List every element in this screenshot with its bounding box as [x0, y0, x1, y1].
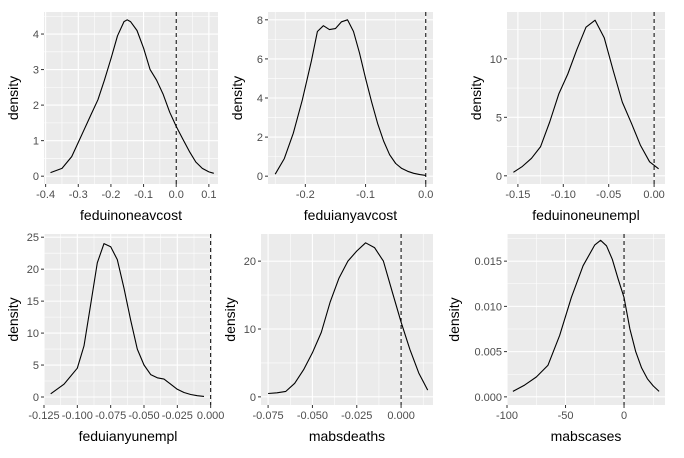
y-tick-label: 10 [490, 54, 502, 66]
y-axis-title: density [5, 297, 21, 341]
y-axis-title: density [229, 76, 245, 120]
x-axis-title: mabscases [551, 428, 622, 444]
x-tick-label: -0.15 [505, 189, 530, 201]
y-axis-title: density [468, 76, 484, 120]
density-curve [513, 19, 659, 173]
y-tick-label: 0 [33, 392, 39, 404]
y-tick-label: 20 [27, 264, 39, 276]
y-tick-label: 10 [27, 328, 39, 340]
y-tick-label: 8 [257, 15, 263, 27]
x-tick-label: -0.1 [356, 189, 375, 201]
density-curve [274, 19, 426, 176]
x-tick-label: -0.050 [297, 410, 328, 422]
chart-panel-6: -100 -50 0 0.000 0.005 0.010 0.015 mabscases den… [446, 234, 665, 444]
x-tick-label: -0.100 [62, 410, 93, 422]
x-axis-title: feduianyunempl [79, 428, 178, 444]
x-tick-label: 0.0 [169, 189, 184, 201]
density-curve [268, 242, 429, 395]
x-tick-label: -0.075 [252, 410, 283, 422]
y-tick-label: 0 [496, 171, 502, 183]
x-axis-title: mabsdeaths [309, 428, 385, 444]
y-tick-label: 5 [33, 360, 39, 372]
x-tick-label: -0.050 [128, 410, 159, 422]
y-tick-label: 0.005 [474, 347, 502, 359]
y-tick-label: 0.000 [474, 392, 502, 404]
y-axis-title: density [222, 297, 238, 341]
y-tick-label: 0 [250, 392, 256, 404]
panel-background [44, 234, 212, 405]
x-tick-label: -0.075 [95, 410, 126, 422]
y-tick-label: 0 [33, 171, 39, 183]
x-tick-label: -0.1 [134, 189, 153, 201]
x-tick-label: 0.1 [201, 189, 216, 201]
x-axis-title: feduinoneunempl [532, 207, 639, 223]
y-tick-label: 2 [33, 100, 39, 112]
x-tick-label: -0.05 [596, 189, 621, 201]
y-tick-label: 3 [33, 65, 39, 77]
x-tick-label: 0.00 [643, 189, 664, 201]
y-tick-label: 2 [257, 132, 263, 144]
x-tick-label: -0.4 [36, 189, 55, 201]
x-tick-label: -0.025 [341, 410, 372, 422]
chart-panel-5: -0.075 -0.050 -0.025 0.000 0 10 20 mabsdeaths de… [222, 234, 433, 444]
y-tick-label: 10 [244, 324, 256, 336]
x-axis-title: feduinoneavcost [80, 207, 182, 223]
density-curve [512, 239, 660, 392]
chart-panel-1: -0.4 -0.3 -0.2 -0.1 0.0 0.1 0 1 2 3 4 feduinoneavco… [5, 12, 218, 223]
y-tick-label: 6 [257, 54, 263, 66]
y-tick-label: 4 [33, 29, 39, 41]
chart-panel-2: -0.2 -0.1 0.0 0 2 4 6 8 feduianyavcost density [229, 12, 433, 223]
x-tick-label: 0.0 [418, 189, 433, 201]
y-tick-label: 0.015 [474, 256, 502, 268]
y-tick-label: 4 [257, 93, 263, 105]
chart-panel-4: -0.125 -0.100 -0.075 -0.050 -0.025 0.000 0 5 10 1… [5, 232, 224, 444]
x-tick-label: 0.000 [197, 410, 225, 422]
y-axis-title: density [446, 297, 462, 341]
x-tick-label: -0.125 [28, 410, 59, 422]
x-tick-label: -0.3 [69, 189, 88, 201]
panel-background [44, 12, 218, 184]
density-curve [50, 243, 205, 397]
x-tick-label: -0.025 [162, 410, 193, 422]
x-tick-label: -0.2 [296, 189, 315, 201]
x-axis-title: feduianyavcost [304, 207, 398, 223]
panel-background [507, 234, 665, 405]
y-tick-label: 15 [27, 296, 39, 308]
x-tick-label: -0.10 [551, 189, 576, 201]
y-tick-label: 0 [257, 171, 263, 183]
x-tick-label: 0 [621, 410, 627, 422]
panel-background [261, 234, 433, 405]
y-tick-label: 0.010 [474, 301, 502, 313]
chart-panel-3: -0.15 -0.10 -0.05 0.00 0 5 10 feduinoneunempl de… [468, 12, 665, 223]
y-tick-label: 25 [27, 232, 39, 244]
y-tick-label: 5 [496, 112, 502, 124]
x-tick-label: -100 [496, 410, 518, 422]
y-axis-title: density [5, 76, 21, 120]
density-curve [50, 19, 214, 174]
y-tick-label: 20 [244, 256, 256, 268]
x-tick-label: -0.2 [101, 189, 120, 201]
x-tick-label: -50 [558, 410, 574, 422]
x-tick-label: 0.000 [387, 410, 415, 422]
y-tick-label: 1 [33, 136, 39, 148]
